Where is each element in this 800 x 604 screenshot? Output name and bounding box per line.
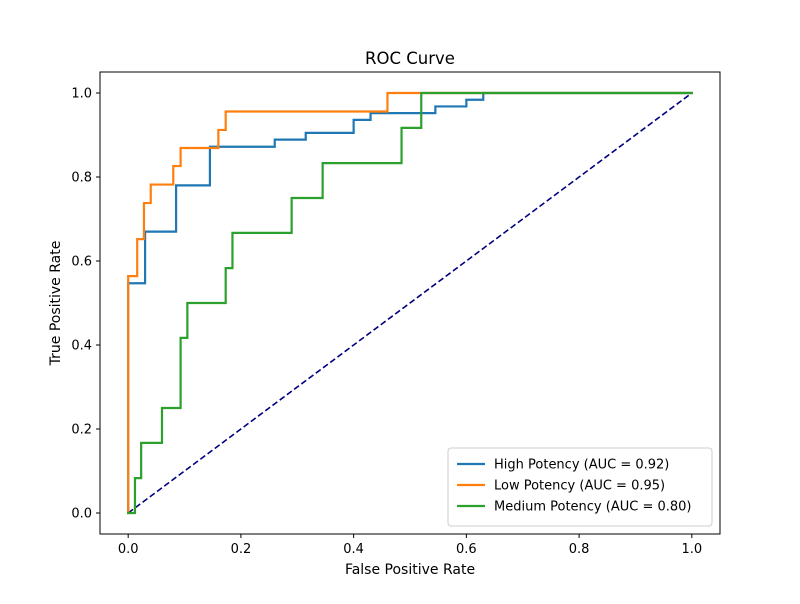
series-line-1 (127, 91, 693, 515)
legend-label-1: Low Potency (AUC = 0.95) (494, 479, 665, 494)
x-axis-label: False Positive Rate (345, 562, 475, 578)
x-tick-label: 0.6 (456, 542, 477, 557)
legend-label-0: High Potency (AUC = 0.92) (494, 458, 669, 473)
x-tick-label: 1.0 (681, 542, 702, 557)
legend-label-2: Medium Potency (AUC = 0.80) (494, 500, 691, 515)
x-tick-label: 0.0 (118, 542, 139, 557)
y-tick-label: 0.0 (71, 507, 92, 522)
y-tick-label: 0.2 (71, 423, 92, 438)
reference-diagonal-line (127, 92, 693, 514)
x-tick-label: 0.8 (569, 542, 590, 557)
y-axis-label: True Positive Rate (48, 241, 64, 367)
series-line-2 (127, 91, 693, 515)
series-line-0 (127, 91, 693, 515)
chart-title: ROC Curve (365, 49, 455, 68)
x-tick-label: 0.4 (343, 542, 364, 557)
y-tick-label: 1.0 (71, 87, 92, 102)
x-tick-label: 0.2 (231, 542, 252, 557)
y-tick-label: 0.4 (71, 339, 92, 354)
y-tick-label: 0.6 (71, 255, 92, 270)
plot-area: 0.0 0.2 0.4 0.6 0.8 1.0 0.0 0.2 0.4 0.6 0.8 1.0 High… (71, 71, 721, 557)
plot-frame (99, 71, 721, 535)
y-tick-label: 0.8 (71, 171, 92, 186)
legend-box (447, 447, 713, 527)
